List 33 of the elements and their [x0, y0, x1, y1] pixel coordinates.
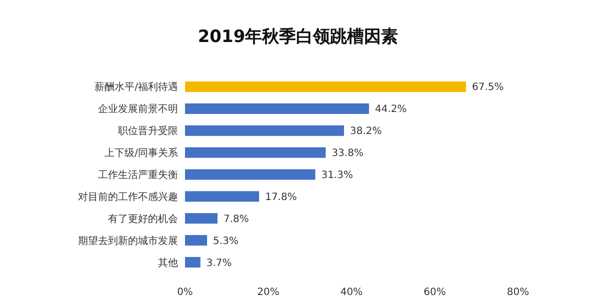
bar	[185, 191, 260, 202]
x-tick-label: 60%	[424, 287, 446, 298]
data-label: 67.5%	[472, 82, 504, 94]
x-tick-label: 80%	[506, 287, 530, 298]
data-label: 44.2%	[374, 104, 407, 116]
y-tick-label: 上下级/同事关系	[104, 147, 178, 160]
y-tick-label: 对目前的工作不感兴趣	[78, 190, 178, 203]
x-tick-label: 0%	[177, 287, 193, 298]
bar	[185, 147, 326, 158]
data-label: 17.8%	[265, 192, 297, 203]
data-label: 7.8%	[223, 214, 249, 225]
y-tick-label: 其他	[158, 256, 178, 269]
chart-title: 2019年秋季白领跳槽因素	[198, 27, 398, 47]
y-tick-label: 薪酬水平/福利待遇	[94, 81, 178, 94]
bar	[185, 256, 200, 268]
data-label: 31.3%	[321, 170, 354, 181]
y-tick-label: 工作生活严重失衡	[98, 169, 178, 181]
y-tick-label: 有了更好的机会	[108, 212, 178, 225]
bar	[185, 213, 218, 224]
y-tick-label: 职位晋升受限	[118, 125, 178, 138]
data-label: 38.2%	[350, 126, 382, 138]
data-label: 33.8%	[332, 148, 364, 160]
data-label: 5.3%	[213, 236, 238, 247]
bar	[185, 103, 369, 114]
bar	[185, 169, 316, 180]
x-tick-label: 20%	[257, 287, 280, 298]
bar	[185, 125, 344, 136]
bar	[185, 81, 466, 92]
y-tick-label: 期望去到新的城市发展	[78, 234, 178, 247]
y-tick-label: 企业发展前景不明	[98, 103, 178, 116]
x-tick-label: 40%	[340, 287, 363, 298]
data-label: 3.7%	[206, 258, 232, 269]
bar	[185, 235, 208, 246]
